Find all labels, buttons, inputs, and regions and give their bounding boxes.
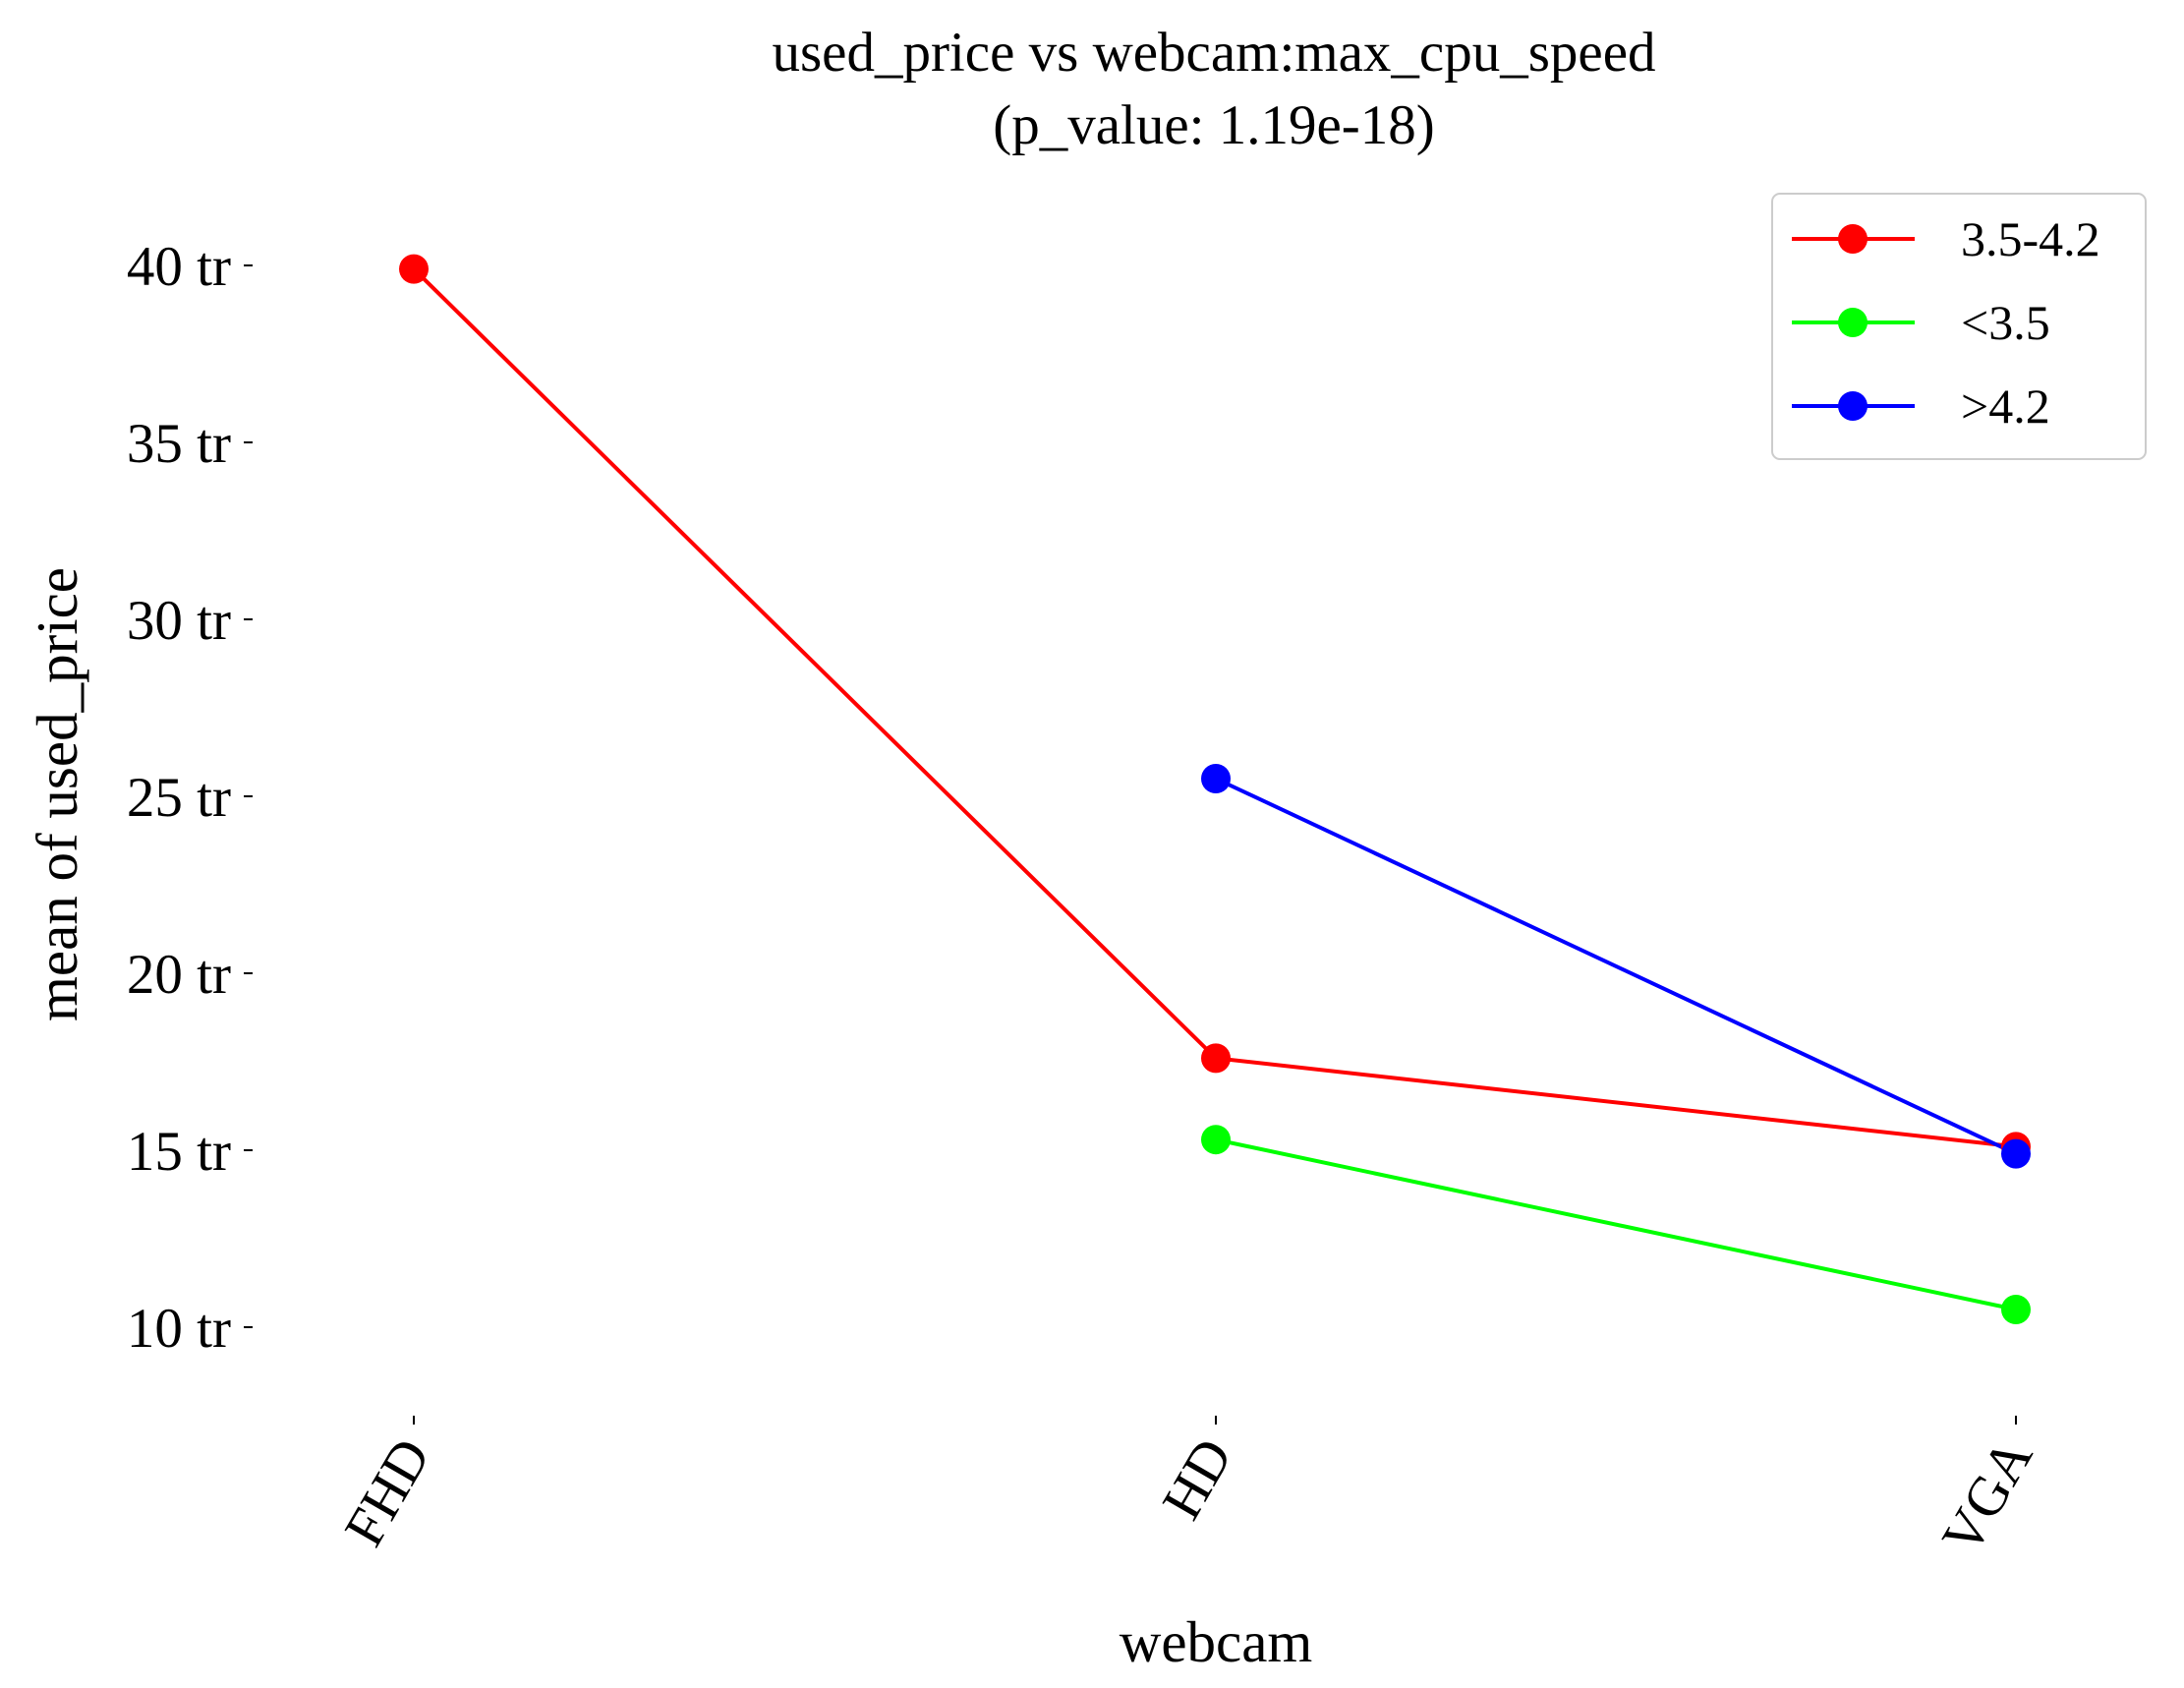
- x-axis-label: webcam: [1120, 1609, 1313, 1674]
- series-point: [399, 254, 429, 284]
- series-point: [2001, 1295, 2031, 1324]
- legend-marker: [1838, 308, 1868, 337]
- series-point: [1201, 1043, 1231, 1074]
- legend-marker: [1838, 391, 1868, 421]
- legend-marker: [1838, 224, 1868, 254]
- chart-title: used_price vs webcam:max_cpu_speed: [772, 22, 1655, 84]
- legend-frame: [1771, 193, 2147, 460]
- y-tick-label: 15 tr: [127, 1121, 231, 1183]
- legend-items: 3.5-4.2 <3.5 >4.2: [1792, 211, 2100, 434]
- legend-label: >4.2: [1961, 378, 2050, 434]
- series-line: [1215, 777, 2017, 1156]
- y-tick-label: 10 tr: [127, 1298, 231, 1360]
- y-tick-label: 20 tr: [127, 944, 231, 1006]
- y-tick-label: 30 tr: [127, 590, 231, 652]
- x-tick-label: FHD: [333, 1428, 443, 1556]
- chart-subtitle: (p_value: 1.19e-18): [993, 94, 1435, 156]
- x-tick-label: HD: [1151, 1428, 1245, 1530]
- y-tick-label: 40 tr: [127, 236, 231, 298]
- y-tick-label: 25 tr: [127, 767, 231, 829]
- y-axis-label: mean of used_price: [25, 567, 89, 1021]
- series-point: [1201, 1125, 1231, 1155]
- series-layer: [399, 254, 2031, 1324]
- y-axis: 10 tr 15 tr 20 tr 25 tr 30 tr 35 tr 40 tr: [127, 236, 253, 1360]
- x-tick-label: VGA: [1930, 1428, 2044, 1564]
- legend-label: 3.5-4.2: [1961, 211, 2100, 266]
- series-point: [2001, 1138, 2031, 1169]
- legend-label: <3.5: [1961, 295, 2050, 350]
- legend: 3.5-4.2 <3.5 >4.2: [1771, 193, 2147, 460]
- x-axis: FHD HD VGA: [333, 1416, 2044, 1564]
- series-point: [1201, 764, 1231, 793]
- y-tick-label: 35 tr: [127, 413, 231, 475]
- series-line: [1215, 1137, 2017, 1311]
